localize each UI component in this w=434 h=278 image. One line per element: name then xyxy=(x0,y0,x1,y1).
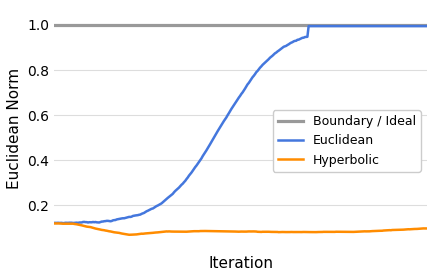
Y-axis label: Euclidean Norm: Euclidean Norm xyxy=(7,68,22,189)
X-axis label: Iteration: Iteration xyxy=(208,256,273,271)
Legend: Boundary / Ideal, Euclidean, Hyperbolic: Boundary / Ideal, Euclidean, Hyperbolic xyxy=(273,110,421,172)
